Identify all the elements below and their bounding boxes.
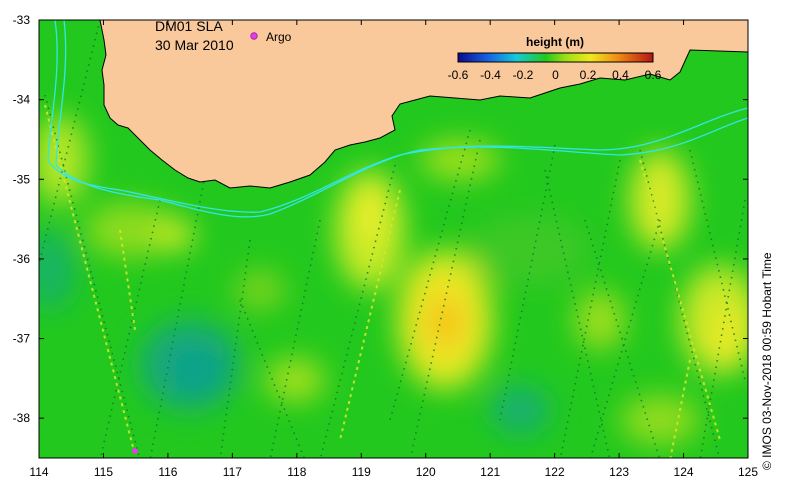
x-tick-label: 124	[674, 465, 694, 479]
colorbar-tick-label: 0.4	[612, 68, 629, 82]
colorbar-gradient	[457, 52, 654, 63]
map-title: DM01 SLA	[155, 18, 223, 34]
colorbar-tick-label: 0	[552, 68, 559, 82]
track-observations	[44, 104, 721, 458]
argo-legend-label: Argo	[266, 30, 292, 44]
x-axis: 114 115 116 117 118 119 120 121 122 123 124 125	[29, 465, 758, 479]
colorbar-tick-label: -0.4	[480, 68, 501, 82]
x-tick-label: 118	[287, 465, 306, 479]
y-tick-label: -38	[13, 411, 31, 425]
argo-float-marker	[132, 448, 138, 454]
y-tick-label: -37	[13, 332, 31, 346]
x-tick-label: 125	[738, 465, 758, 479]
argo-legend-icon	[250, 32, 258, 40]
map-date: 30 Mar 2010	[155, 37, 234, 53]
colorbar: height (m) -0.6 -0.4 -0.2 0 0.2 0.4 0.6	[448, 35, 662, 82]
y-tick-label: -34	[13, 93, 31, 107]
x-tick-label: 121	[480, 465, 500, 479]
sla-field	[39, 115, 748, 445]
x-tick-label: 122	[545, 465, 565, 479]
x-tick-label: 120	[416, 465, 436, 479]
colorbar-tick-label: -0.6	[448, 68, 469, 82]
x-tick-label: 123	[609, 465, 629, 479]
colorbar-tick-label: 0.6	[645, 68, 662, 82]
satellite-tracks	[39, 20, 746, 458]
argo-legend: Argo	[250, 30, 292, 44]
colorbar-label: height (m)	[526, 35, 584, 49]
y-axis: -33 -34 -35 -36 -37 -38	[13, 13, 31, 425]
current-lines	[47, 20, 748, 218]
colorbar-ticks: -0.6 -0.4 -0.2 0 0.2 0.4 0.6	[448, 68, 662, 82]
plot-area	[39, 20, 748, 458]
y-tick-label: -33	[13, 13, 31, 27]
copyright-credit: © IMOS 03-Nov-2018 00:59 Hobart Time	[760, 252, 774, 470]
colorbar-tick-label: -0.2	[513, 68, 534, 82]
plot-frame	[38, 19, 749, 459]
tick-marks	[38, 19, 749, 458]
x-tick-label: 116	[158, 465, 177, 479]
y-tick-label: -35	[13, 172, 31, 186]
x-tick-label: 114	[29, 465, 48, 479]
x-tick-label: 117	[223, 465, 242, 479]
y-tick-label: -36	[13, 252, 31, 266]
x-tick-label: 115	[94, 465, 113, 479]
colorbar-tick-label: 0.2	[580, 68, 597, 82]
x-tick-label: 119	[352, 465, 371, 479]
